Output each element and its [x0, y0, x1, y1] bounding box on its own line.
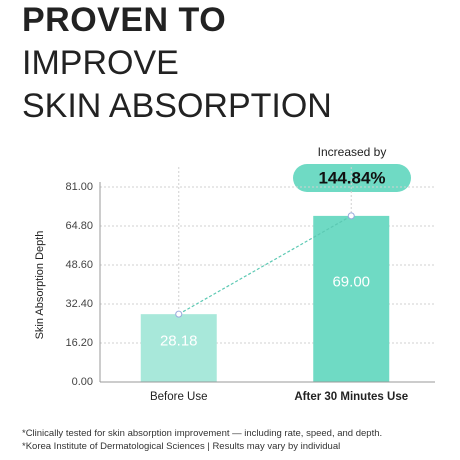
- annotation-text: Increased by: [318, 145, 387, 159]
- annotation-value: 144.84%: [318, 168, 385, 187]
- bar: [140, 314, 217, 382]
- bar: [313, 215, 390, 382]
- value-label: 28.18: [160, 332, 198, 349]
- y-tick-label: 48.60: [65, 259, 93, 271]
- y-axis-label: Skin Absorption Depth: [34, 231, 46, 340]
- trend-point: [175, 310, 183, 318]
- x-tick-label: After 30 Minutes Use: [294, 391, 408, 403]
- title-line: IMPROVE: [22, 44, 179, 82]
- footnote: *Clinically tested for skin absorption i…: [22, 428, 382, 439]
- y-tick-label: 0.00: [72, 376, 93, 388]
- y-tick-label: 64.80: [65, 220, 93, 232]
- title-line: SKIN ABSORPTION: [22, 87, 332, 125]
- annotation-badge: [293, 164, 411, 192]
- footnote: *Korea Institute of Dermatological Scien…: [22, 441, 340, 452]
- title-line: PROVEN TO: [22, 1, 226, 39]
- y-tick-label: 81.00: [65, 181, 93, 193]
- x-tick-label: Before Use: [150, 391, 208, 403]
- value-label: 69.00: [332, 273, 370, 290]
- y-tick-label: 32.40: [65, 298, 93, 310]
- y-tick-label: 16.20: [65, 337, 93, 349]
- trend-point: [347, 212, 355, 220]
- trend-line: [178, 215, 352, 315]
